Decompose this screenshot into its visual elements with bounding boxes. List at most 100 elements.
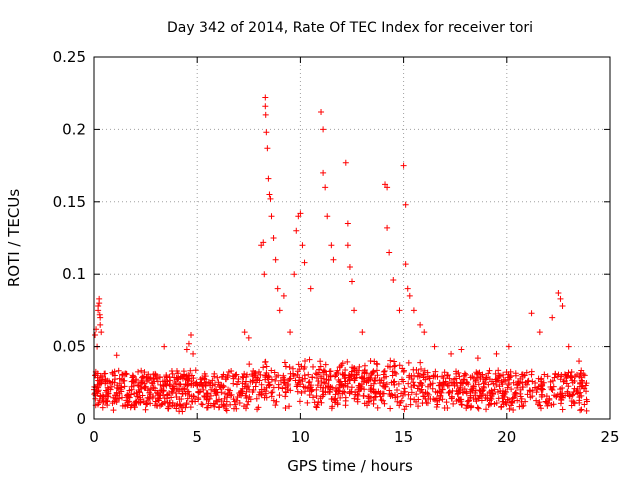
band-point [432,388,439,395]
band-point [179,391,186,398]
band-point [325,383,332,390]
band-point [549,386,556,393]
band-point [517,393,524,400]
band-point [485,381,492,388]
band-point [286,376,293,383]
band-point [399,365,406,372]
band-point [121,371,128,378]
data-point [344,242,351,249]
band-point [140,398,147,405]
band-point [397,399,404,406]
band-point [517,375,524,382]
band-point [313,393,320,400]
band-point [174,376,181,383]
band-point [405,380,412,387]
band-point [166,399,173,406]
band-point [370,397,377,404]
band-point [218,389,225,396]
band-point [233,381,240,388]
band-point [273,398,280,405]
y-tick-labels: 0 0.05 0.1 0.15 0.2 0.25 [53,48,86,428]
band-point [290,370,297,377]
band-point [353,371,360,378]
data-point [188,332,195,339]
band-point [260,364,267,371]
band-point [445,372,452,379]
band-point [424,369,431,376]
band-point [445,382,452,389]
band-point [389,368,396,375]
band-point [175,370,182,377]
band-point [358,381,365,388]
band-point [477,373,484,380]
band-point [532,380,539,387]
band-point [370,380,377,387]
band-point [185,388,192,395]
band-point [378,397,385,404]
band-point [199,401,206,408]
band-point [424,390,431,397]
band-point [227,401,234,408]
band-point [270,384,277,391]
band-point [168,368,175,375]
band-point [193,379,200,386]
data-point [528,310,535,317]
band-point [104,402,111,409]
band-point [408,389,415,396]
band-point [232,401,239,408]
band-point [583,380,590,387]
band-point [468,386,475,393]
band-point [513,390,520,397]
band-point [297,381,304,388]
data-point [262,111,269,118]
band-point [486,367,493,374]
band-point [405,391,412,398]
band-point [558,393,565,400]
band-point [478,397,485,404]
band-point [168,394,175,401]
band-point [104,389,111,396]
band-point [525,377,532,384]
band-point [475,381,482,388]
band-point [184,377,191,384]
data-point [557,295,564,302]
band-point [262,358,269,365]
band-point [372,378,379,385]
band-point [301,364,308,371]
band-point [198,401,205,408]
band-point [339,360,346,367]
band-point [146,389,153,396]
y-tick-label: 0.1 [62,265,86,283]
band-point [195,389,202,396]
band-point [204,396,211,403]
band-point [203,396,210,403]
band-point [246,361,253,368]
band-point [344,380,351,387]
band-point [503,401,510,408]
band-point [538,386,545,393]
band-point [391,381,398,388]
band-point [565,383,572,390]
band-point [233,405,240,412]
band-point [492,370,499,377]
band-point [455,390,462,397]
data-point [536,329,543,336]
band-point [311,399,318,406]
data-point [301,259,308,266]
band-point [143,401,150,408]
band-point [318,379,325,386]
band-point [213,397,220,404]
band-point [415,403,422,410]
band-point [302,388,309,395]
band-point [405,359,412,366]
band-point [272,402,279,409]
data-point [400,162,407,169]
band-point [95,384,102,391]
data-point [431,343,438,350]
band-point [581,372,588,379]
band-point [365,374,372,381]
band-point [463,388,470,395]
band-point [174,385,181,392]
band-point [417,359,424,366]
band-point [394,393,401,400]
